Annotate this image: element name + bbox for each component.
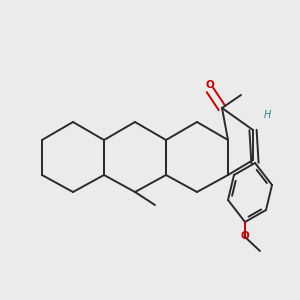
Text: O: O	[240, 231, 249, 242]
Text: H: H	[263, 110, 271, 120]
Text: O: O	[206, 80, 214, 90]
